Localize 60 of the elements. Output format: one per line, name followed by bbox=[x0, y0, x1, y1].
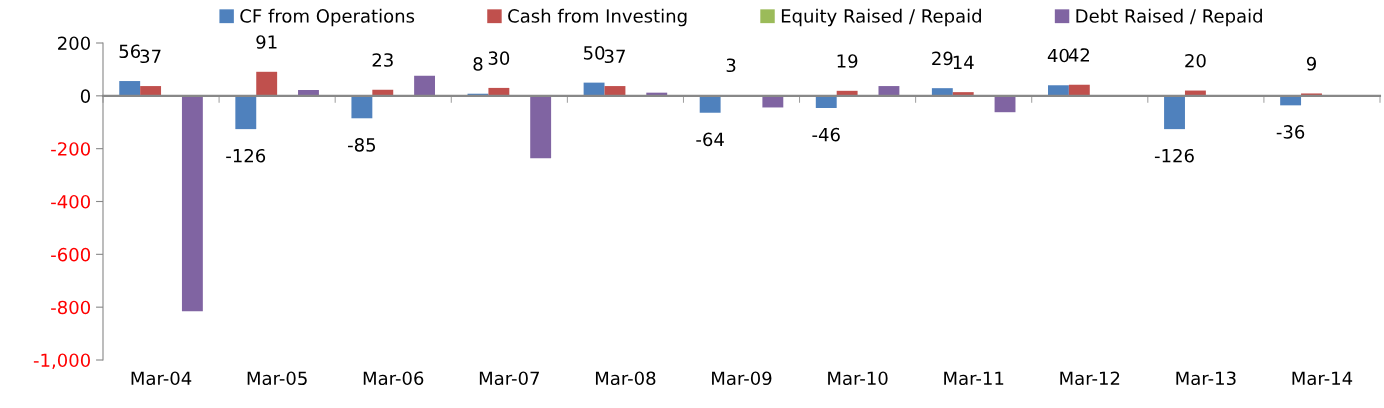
bar bbox=[1047, 85, 1069, 96]
data-label: -126 bbox=[1154, 148, 1194, 163]
data-label: 29 bbox=[932, 51, 953, 66]
x-tick-label: Mar-12 bbox=[1060, 371, 1120, 386]
bar bbox=[181, 95, 203, 312]
x-tick-label: Mar-04 bbox=[131, 371, 192, 386]
legend-label: Equity Raised / Repaid bbox=[781, 8, 981, 27]
data-label: 91 bbox=[256, 35, 277, 49]
data-label: -85 bbox=[348, 138, 376, 152]
x-tick-label: Mar-11 bbox=[944, 371, 1004, 386]
bar bbox=[140, 86, 162, 96]
data-label: 30 bbox=[488, 51, 510, 65]
bar bbox=[351, 95, 373, 119]
y-tick-label: -400 bbox=[51, 194, 90, 209]
data-label: 14 bbox=[953, 55, 974, 69]
data-label: 9 bbox=[1306, 56, 1316, 71]
bar bbox=[878, 86, 900, 96]
data-label: 8 bbox=[473, 57, 483, 71]
bar bbox=[119, 81, 141, 96]
bar bbox=[931, 88, 953, 96]
data-label: 40 bbox=[1047, 48, 1069, 63]
y-tick-label: 200 bbox=[58, 36, 90, 51]
x-tick-label: Mar-08 bbox=[595, 371, 656, 386]
data-label: 23 bbox=[372, 53, 393, 67]
y-tick-label: -600 bbox=[51, 247, 90, 262]
y-tick-label: 0 bbox=[80, 89, 90, 103]
data-label: 37 bbox=[140, 49, 161, 64]
x-tick-label: Mar-06 bbox=[363, 371, 424, 386]
bar bbox=[414, 75, 436, 96]
data-label: 3 bbox=[726, 58, 736, 73]
legend-label: Debt Raised / Repaid bbox=[1076, 8, 1262, 27]
x-tick-label: Mar-09 bbox=[712, 371, 772, 386]
data-label: -64 bbox=[696, 132, 724, 147]
x-tick-label: Mar-14 bbox=[1292, 371, 1353, 386]
data-label: 56 bbox=[119, 44, 141, 59]
y-tick-label: -800 bbox=[51, 300, 90, 315]
bar bbox=[1068, 84, 1090, 96]
data-label: 42 bbox=[1068, 48, 1089, 62]
x-tick-label: Mar-05 bbox=[247, 371, 307, 386]
bar bbox=[235, 95, 257, 130]
data-label: 20 bbox=[1185, 53, 1206, 68]
bar bbox=[1164, 95, 1185, 130]
data-label: -126 bbox=[226, 148, 266, 163]
data-label: -46 bbox=[812, 127, 840, 142]
legend-label: CF from Operations bbox=[240, 8, 415, 27]
data-label: -36 bbox=[1276, 125, 1305, 139]
bar bbox=[256, 71, 278, 96]
bar bbox=[583, 82, 605, 96]
legend-label: Cash from Investing bbox=[508, 8, 687, 27]
data-label: 19 bbox=[837, 54, 858, 68]
bar bbox=[815, 95, 837, 108]
x-tick-label: Mar-13 bbox=[1176, 371, 1236, 386]
bar bbox=[699, 95, 721, 113]
data-label: 37 bbox=[604, 49, 625, 64]
data-label: 50 bbox=[583, 46, 605, 60]
x-tick-label: Mar-07 bbox=[479, 371, 539, 386]
y-tick-label: -1,000 bbox=[33, 353, 90, 369]
bar bbox=[530, 95, 552, 159]
y-tick-label: -200 bbox=[51, 142, 90, 156]
x-tick-label: Mar-10 bbox=[828, 371, 888, 386]
